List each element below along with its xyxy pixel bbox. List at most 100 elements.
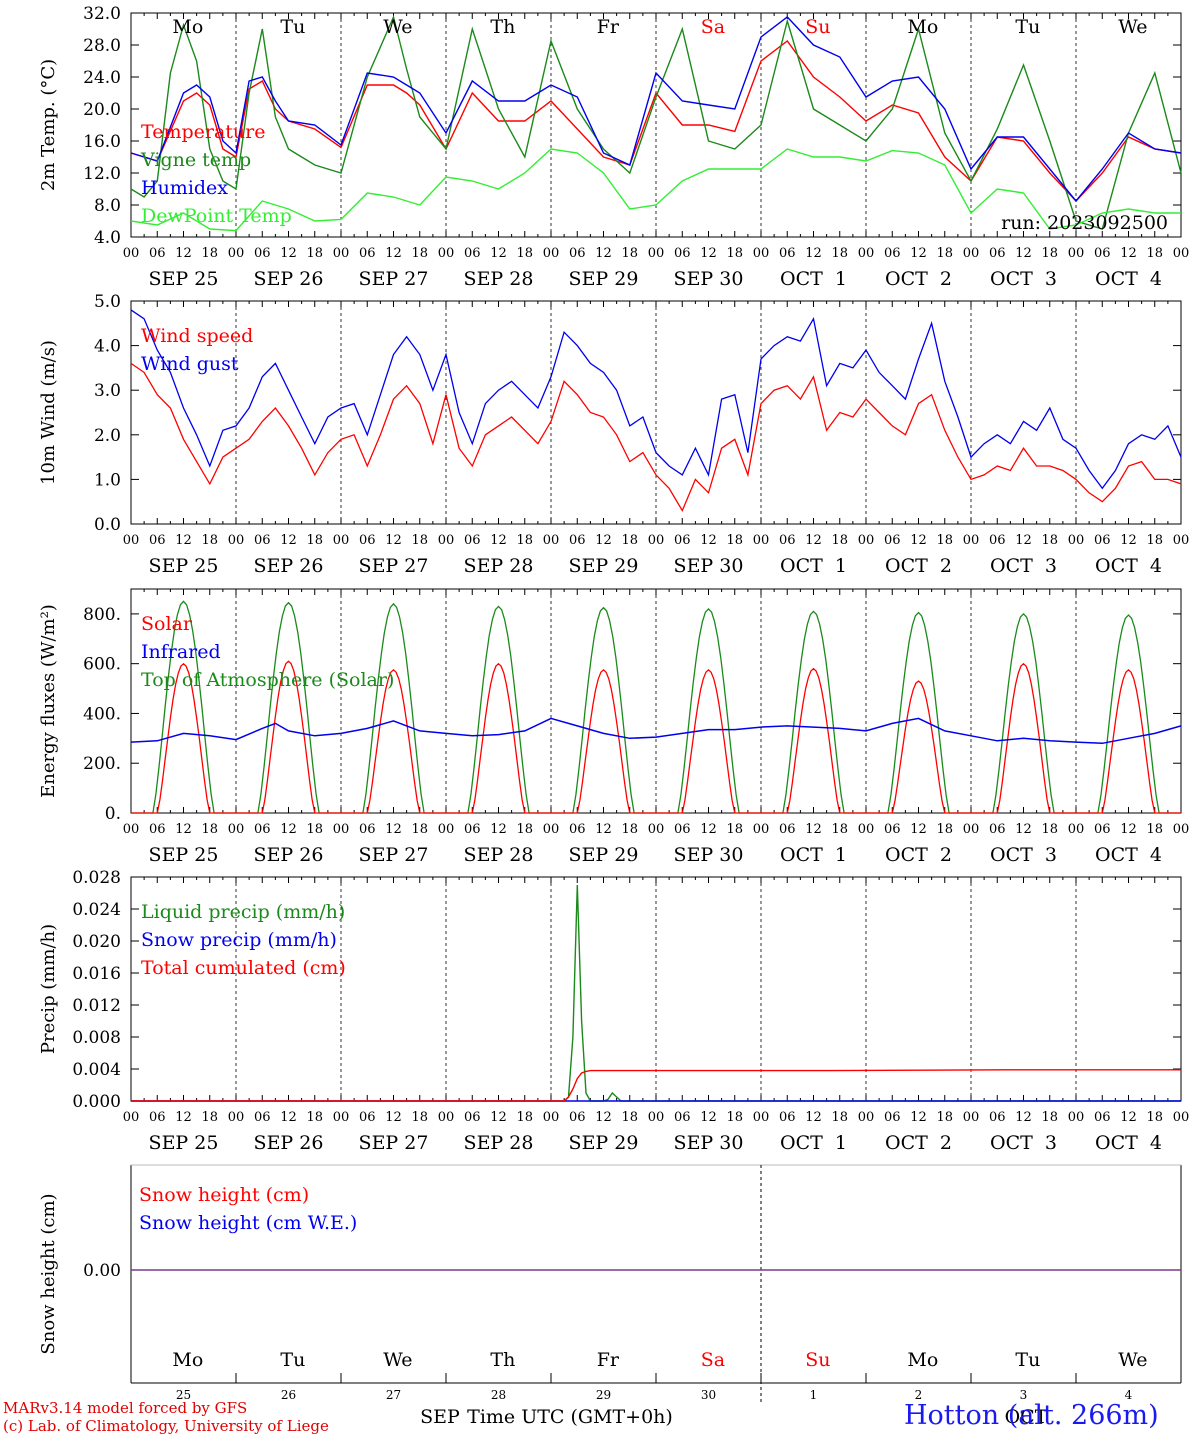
x-axis-title: Time UTC (GMT+0h)	[467, 1406, 673, 1428]
y-axis-title: Snow height (cm)	[38, 1193, 59, 1354]
panel-5: 0.00 Snow height (cm) Snow height (cm) Snow…	[38, 1164, 1182, 1428]
hour-tick-label: 18	[621, 246, 638, 261]
weekday-label: Mo	[172, 16, 203, 38]
hour-tick-label: 12	[280, 533, 297, 548]
hour-tick-label: 18	[621, 822, 638, 837]
day-number: 25	[176, 1388, 191, 1402]
weekday-label: Tu	[280, 1349, 305, 1371]
date-label: SEP 25	[149, 555, 219, 577]
legend-entry: Temperature	[141, 121, 265, 143]
hour-tick-label: 06	[359, 1110, 376, 1125]
hour-tick-label: 00	[1068, 246, 1085, 261]
hour-tick-label: 12	[805, 822, 822, 837]
day-number: 2	[915, 1388, 923, 1402]
weekday-label: Sa	[701, 16, 725, 38]
hour-tick-label: 18	[1146, 1110, 1163, 1125]
hour-tick-label: 00	[543, 246, 560, 261]
hour-tick-label: 06	[1094, 822, 1111, 837]
date-label: OCT 2	[885, 555, 952, 577]
weekday-label: Mo	[172, 1349, 203, 1371]
hour-tick-label: 06	[569, 822, 586, 837]
hour-tick-label: 12	[385, 1110, 402, 1125]
hour-tick-label: 12	[700, 1110, 717, 1125]
hour-tick-label: 12	[805, 533, 822, 548]
date-label: OCT 3	[990, 844, 1057, 866]
hour-tick-label: 18	[516, 246, 533, 261]
weekday-label: We	[383, 1349, 412, 1371]
hour-tick-label: 00	[438, 246, 455, 261]
date-label: SEP 27	[359, 844, 429, 866]
hour-tick-label: 06	[779, 246, 796, 261]
date-label: SEP 29	[569, 844, 639, 866]
date-label: SEP 26	[254, 844, 324, 866]
weekday-label: Mo	[907, 16, 938, 38]
hour-tick-label: 12	[805, 1110, 822, 1125]
legend-entry: Snow height (cm)	[139, 1184, 309, 1206]
hour-tick-label: 18	[936, 1110, 953, 1125]
date-label: SEP 25	[149, 844, 219, 866]
series-line	[130, 309, 1182, 490]
hour-tick-label: 06	[1094, 533, 1111, 548]
hour-tick-label: 18	[306, 533, 323, 548]
y-tick-label: 0.000	[72, 1092, 121, 1112]
hour-tick-label: 12	[700, 533, 717, 548]
y-tick-label: 32.0	[83, 4, 121, 24]
y-tick-label: 5.0	[94, 292, 121, 312]
y-tick-label: 28.0	[83, 36, 121, 56]
date-label: SEP 30	[674, 555, 744, 577]
hour-tick-label: 12	[385, 822, 402, 837]
hour-tick-label: 00	[123, 822, 140, 837]
series-line	[130, 148, 1181, 232]
hour-tick-label: 00	[648, 246, 665, 261]
date-label: OCT 1	[780, 1132, 847, 1154]
hour-tick-label: 18	[1041, 246, 1058, 261]
y-tick-label: 0.016	[72, 964, 121, 984]
date-label: OCT 2	[885, 268, 952, 290]
date-label: SEP 30	[674, 844, 744, 866]
hour-tick-label: 00	[963, 246, 980, 261]
hour-tick-label: 12	[1120, 533, 1137, 548]
run-label: run: 2023092500	[1001, 212, 1168, 234]
legend-entry: DewPoint Temp	[141, 205, 292, 227]
month-label-oct: OCT	[1005, 1406, 1048, 1428]
date-label: SEP 27	[359, 1132, 429, 1154]
day-number: 28	[491, 1388, 506, 1402]
series-line	[131, 660, 1181, 814]
hour-tick-label: 12	[490, 822, 507, 837]
hour-tick-label: 06	[884, 1110, 901, 1125]
hour-tick-label: 00	[648, 533, 665, 548]
y-tick-label: 4.0	[94, 337, 121, 357]
hour-tick-label: 00	[228, 1110, 245, 1125]
hour-tick-label: 18	[726, 822, 743, 837]
weekday-label: Sa	[701, 1349, 725, 1371]
hour-tick-label: 12	[595, 822, 612, 837]
y-axis-title: 10m Wind (m/s)	[38, 340, 59, 485]
hour-tick-label: 12	[280, 246, 297, 261]
weekday-label: Th	[490, 1349, 515, 1371]
hour-tick-label: 06	[254, 1110, 271, 1125]
weekday-label: We	[383, 16, 412, 38]
date-label: SEP 28	[464, 555, 534, 577]
hour-tick-label: 18	[1146, 533, 1163, 548]
date-label: OCT 1	[780, 268, 847, 290]
hour-tick-label: 18	[411, 822, 428, 837]
weekday-label: Tu	[1015, 1349, 1040, 1371]
hour-tick-label: 18	[1146, 822, 1163, 837]
date-label: SEP 30	[674, 268, 744, 290]
hour-tick-label: 00	[333, 246, 350, 261]
hour-tick-label: 12	[1015, 822, 1032, 837]
series-line	[130, 717, 1182, 745]
hour-tick-label: 18	[411, 1110, 428, 1125]
hour-tick-label: 18	[201, 246, 218, 261]
hour-tick-label: 18	[831, 533, 848, 548]
weekday-label: Th	[490, 16, 515, 38]
credit-line-1: MARv3.14 model forced by GFS	[3, 1399, 248, 1417]
hour-tick-label: 06	[779, 1110, 796, 1125]
hour-tick-label: 00	[1173, 1110, 1190, 1125]
legend-entry: Top of Atmosphere (Solar)	[141, 669, 394, 691]
panel-1: 00 06 12 18 00 06 12 18 00 06 12 18 00 06 12 18 00 06 12 18…	[38, 4, 1189, 290]
y-tick-label: 0.028	[72, 868, 121, 888]
hour-tick-label: 12	[1120, 1110, 1137, 1125]
hour-tick-label: 18	[726, 1110, 743, 1125]
